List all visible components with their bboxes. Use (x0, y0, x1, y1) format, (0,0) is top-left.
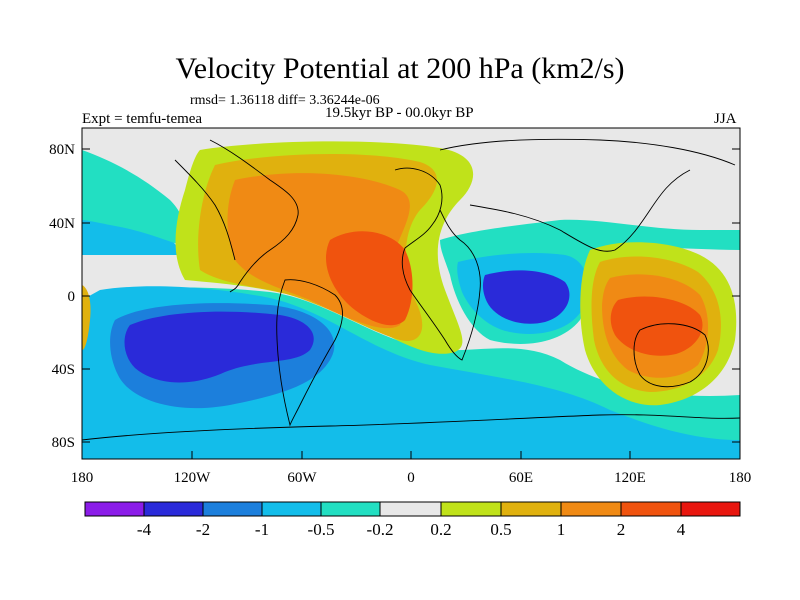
colorbar-label-8: 1 (557, 520, 566, 539)
season-label: JJA (714, 111, 737, 127)
coastline-north-america (174, 139, 299, 293)
positive-region-left-edge (82, 285, 91, 350)
colorbar-label-10: 4 (677, 520, 686, 539)
lon-label-60e: 60E (509, 470, 533, 486)
coastline-europe-africa (394, 167, 481, 361)
colorbar-box-3 (202, 501, 263, 517)
map-title: Velocity Potential at 200 hPa (km2/s) (175, 52, 625, 85)
lon-label-120e: 120E (614, 470, 646, 486)
period-label: 19.5kyr BP - 00.0kyr BP (325, 105, 474, 121)
lat-label-40s: 40S (52, 362, 75, 378)
colorbar-box-9 (560, 501, 622, 517)
coastline-australia (633, 323, 709, 388)
coastline-antarctica (82, 414, 740, 441)
negative-core-pacific-strong (124, 311, 314, 383)
stats-subtitle: rmsd= 1.36118 diff= 3.36244e-06 (190, 93, 380, 108)
colorbar-box-6 (379, 501, 442, 517)
coastline-asia (439, 138, 736, 252)
colorbar-label-1: -4 (137, 520, 152, 539)
colorbar-box-5 (320, 501, 381, 517)
colorbar-box-1 (84, 501, 145, 517)
lat-label-0: 0 (68, 289, 76, 305)
colorbar-box-10 (620, 501, 682, 517)
contour-fill-layer (82, 128, 740, 459)
colorbar-box-4 (261, 501, 322, 517)
lon-label-0: 0 (407, 470, 415, 486)
positive-core-australia (610, 296, 703, 356)
colorbar-label-3: -1 (255, 520, 269, 539)
experiment-label: Expt = temfu-temea (82, 111, 203, 127)
latitude-axis (82, 148, 740, 443)
colorbar-label-7: 0.5 (490, 520, 511, 539)
colorbar-label-5: -0.2 (367, 520, 394, 539)
longitude-axis (81, 451, 741, 459)
colorbar-label-6: 0.2 (430, 520, 451, 539)
lon-label-180e: 180 (729, 470, 752, 486)
negative-region-north-pacific-light (82, 150, 186, 245)
colorbar (84, 501, 741, 517)
positive-core-atlantic (326, 231, 413, 326)
negative-core-indian (482, 270, 570, 324)
colorbar-label-4: -0.5 (308, 520, 335, 539)
colorbar-box-7 (440, 501, 502, 517)
lat-label-80n: 80N (49, 142, 75, 158)
lat-label-40n: 40N (49, 216, 75, 232)
lon-label-60w: 60W (287, 470, 317, 486)
coastline-south-america (276, 279, 343, 427)
colorbar-box-11 (680, 501, 741, 517)
colorbar-box-2 (143, 501, 204, 517)
colorbar-label-2: -2 (196, 520, 210, 539)
colorbar-label-9: 2 (617, 520, 626, 539)
lat-label-80s: 80S (52, 435, 75, 451)
colorbar-box-8 (500, 501, 562, 517)
coastlines (82, 138, 740, 441)
lon-label-180w: 180 (71, 470, 94, 486)
lon-label-120w: 120W (174, 470, 212, 486)
